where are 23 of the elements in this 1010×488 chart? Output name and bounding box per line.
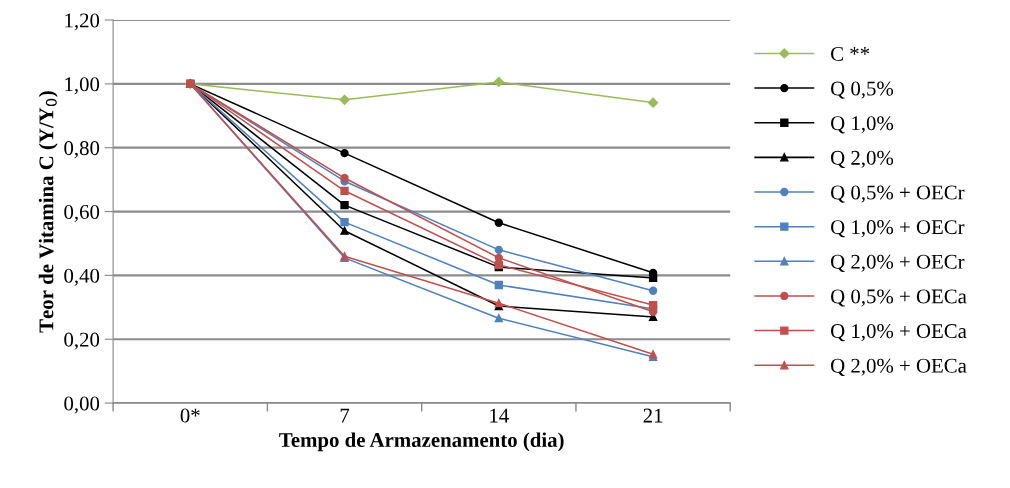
x-tick-label: 14 [490,408,509,423]
x-tick-label: 7 [340,408,350,423]
legend-label: Q 1,0% + OECr [831,220,965,238]
legend-label: Q 0,5% + OECa [831,289,967,307]
x-axis-title: Tempo de Armazenamento (dia) [279,432,564,452]
y-tick-label: 1,20 [65,13,100,31]
legend-label: Q 0,5% [831,81,894,99]
legend-label: Q 2,0% [831,150,894,169]
y-tick-label: 0,80 [64,141,100,159]
x-tick-label: 0* [180,408,200,423]
legend-label: C ** [831,46,870,61]
y-tick-label: 0,40 [64,268,100,286]
y-tick-label: 1,00 [65,77,100,95]
x-tick-label: 21 [643,408,663,423]
legend-label: Q 0,5% + OECr [831,185,965,203]
legend-label: Q 2,0% + OECa [831,358,967,376]
legend-label: Q 2,0% + OECr [831,254,965,272]
y-tick-label: 0,00 [64,396,100,414]
y-tick-label: 0,20 [64,332,100,350]
y-axis-title: Teor de Vitamina C (Y/Y$_{0}$) [38,91,58,333]
legend-label: Q 1,0% [831,116,894,134]
y-tick-label: 0,60 [64,204,100,222]
legend-label: Q 1,0% + OECa [831,324,967,342]
